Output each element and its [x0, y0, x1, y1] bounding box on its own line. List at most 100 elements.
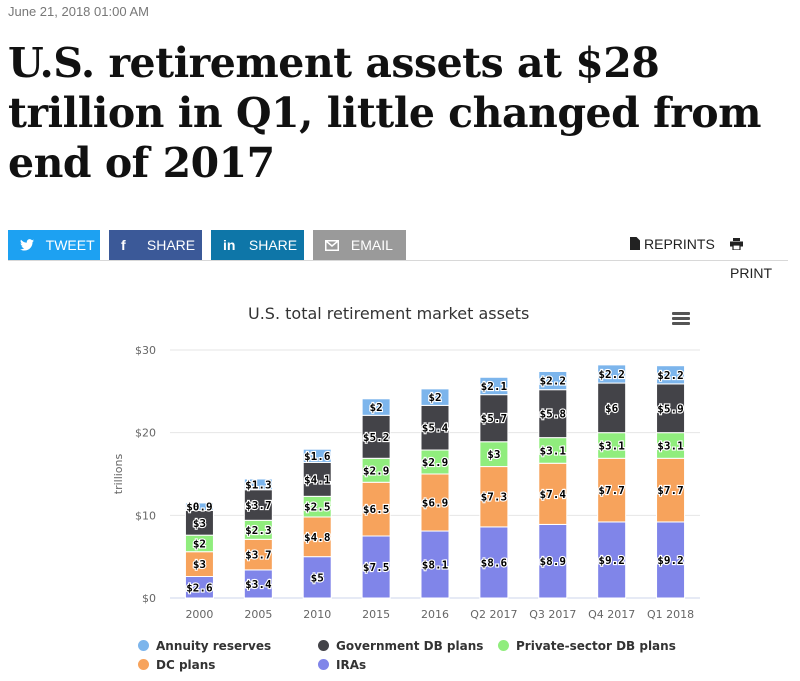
x-tick-label: 2005 — [244, 608, 272, 621]
data-label: $9.2 — [657, 554, 684, 567]
linkedin-icon: in — [223, 237, 236, 253]
x-tick-label: Q2 2017 — [470, 608, 517, 621]
x-tick-label: Q4 2017 — [588, 608, 635, 621]
print-label: PRINT — [730, 265, 772, 281]
data-label: $2.9 — [422, 456, 449, 469]
x-tick-label: Q1 2018 — [647, 608, 694, 621]
data-label: $5.4 — [422, 422, 449, 435]
y-axis-title: trillions — [112, 453, 125, 494]
data-label: $3.1 — [657, 439, 684, 452]
data-label: $5 — [311, 571, 324, 584]
bar-segment — [361, 535, 391, 599]
reprints-label: REPRINTS — [644, 236, 715, 252]
bar-segment — [243, 478, 273, 491]
hamburger-menu-icon[interactable] — [672, 312, 690, 326]
bar-segment — [361, 398, 391, 416]
bar-segment — [302, 448, 332, 463]
data-label: $2 — [193, 537, 206, 550]
bar-segment — [243, 489, 273, 521]
bar-segment — [597, 521, 627, 599]
printer-icon — [730, 231, 743, 259]
legend-marker-icon — [498, 640, 509, 651]
envelope-icon — [325, 230, 347, 260]
x-tick-label: 2010 — [303, 608, 331, 621]
bar-segment — [361, 481, 391, 537]
article-date: June 21, 2018 01:00 AM — [8, 4, 149, 19]
data-label: $7.7 — [598, 484, 625, 497]
legend-marker-icon — [318, 640, 329, 651]
data-label: $7.4 — [540, 488, 567, 501]
legend-item[interactable]: Private-sector DB plans — [498, 638, 676, 654]
legend-item[interactable]: IRAs — [318, 657, 366, 673]
bar-segment — [420, 473, 450, 532]
bar-segment — [656, 383, 686, 434]
x-tick-label: 2000 — [185, 608, 213, 621]
y-tick-label: $20 — [135, 427, 156, 440]
chart-title: U.S. total retirement market assets — [248, 304, 530, 323]
bar-segment — [538, 437, 568, 464]
legend-label: Government DB plans — [336, 639, 484, 653]
y-tick-label: $10 — [135, 509, 156, 522]
bar-segment — [184, 551, 214, 578]
data-label: $2.2 — [598, 368, 625, 381]
legend-item[interactable]: DC plans — [138, 657, 215, 673]
legend-item[interactable]: Government DB plans — [318, 638, 483, 654]
data-label: $2.5 — [304, 501, 331, 514]
y-tick-label: $30 — [135, 344, 156, 357]
chart-legend: Annuity reserves Government DB plans Priva… — [138, 638, 738, 678]
facebook-share-button[interactable]: f SHARE — [109, 230, 202, 260]
x-tick-label: 2015 — [362, 608, 390, 621]
bar-segment — [243, 569, 273, 599]
linkedin-share-button[interactable]: in SHARE — [211, 230, 304, 260]
twitter-icon — [20, 230, 42, 260]
facebook-icon: f — [121, 237, 126, 253]
stacked-bar-chart: $0 $10 $20 $30 trillions $2.6 $3 $2 $3 $0.9 2000 $3… — [112, 344, 700, 621]
bar-segment — [479, 466, 509, 528]
data-label: $0.9 — [186, 501, 213, 514]
data-label: $9.2 — [598, 554, 625, 567]
data-label: $4.8 — [304, 531, 331, 544]
reprints-link[interactable]: REPRINTS — [630, 230, 715, 260]
data-label: $7.3 — [481, 491, 508, 504]
bar-segment — [597, 364, 627, 384]
bar-segment — [597, 457, 627, 523]
data-label: $3.7 — [245, 549, 271, 562]
data-label: $3.7 — [245, 499, 271, 512]
print-link[interactable]: PRINT — [730, 230, 788, 281]
data-label: $2.1 — [481, 380, 508, 393]
data-label: $7.7 — [657, 484, 684, 497]
data-label: $2.9 — [363, 464, 390, 477]
data-label: $1.3 — [245, 478, 271, 491]
y-tick-label: $0 — [142, 592, 156, 605]
legend-item[interactable]: Annuity reserves — [138, 638, 271, 654]
data-label: $3.1 — [540, 444, 567, 457]
bar-segment — [302, 556, 332, 599]
facebook-share-label: SHARE — [146, 237, 196, 253]
data-label: $5.2 — [363, 431, 390, 444]
bar-segment — [243, 538, 273, 571]
data-label: $5.9 — [657, 402, 684, 415]
data-label: $2.6 — [186, 581, 213, 594]
bar-segment — [184, 509, 214, 536]
data-label: $8.1 — [422, 559, 449, 572]
data-label: $2.2 — [540, 375, 567, 388]
data-label: $2 — [369, 401, 382, 414]
data-label: $3 — [193, 558, 206, 571]
x-tick-label: 2016 — [421, 608, 449, 621]
tweet-button[interactable]: TWEET — [8, 230, 100, 260]
email-button[interactable]: EMAIL — [313, 230, 406, 260]
legend-marker-icon — [318, 659, 329, 670]
share-bar: TWEET f SHARE in SHARE EMAIL REPRINTS PR… — [8, 230, 788, 281]
legend-label: IRAs — [336, 658, 367, 672]
data-label: $6.5 — [363, 503, 390, 516]
data-label: $8.9 — [540, 555, 567, 568]
data-label: $6.9 — [422, 497, 449, 510]
data-label: $2.2 — [657, 369, 684, 382]
data-label: $6 — [605, 402, 619, 415]
data-label: $3.1 — [598, 439, 625, 452]
data-label: $2 — [428, 391, 441, 404]
bar-segment — [538, 389, 568, 439]
bar-segment — [479, 394, 509, 443]
data-label: $5.8 — [540, 408, 567, 421]
data-label: $2.3 — [245, 524, 271, 537]
